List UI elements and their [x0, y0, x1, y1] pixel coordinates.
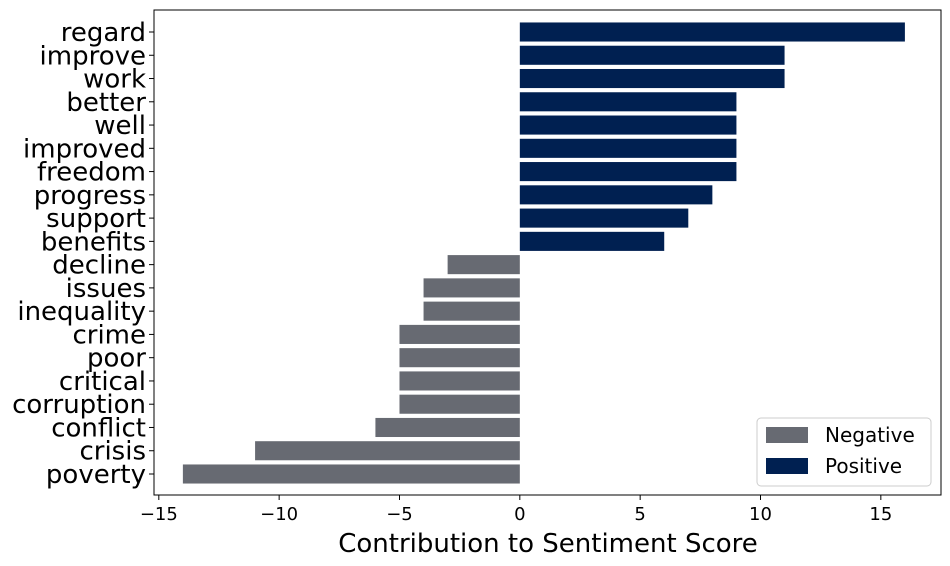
x-tick-label: −15	[140, 504, 178, 525]
legend-label-positive: Positive	[825, 454, 902, 478]
bar-issues	[423, 278, 520, 298]
bar-improved	[519, 138, 737, 158]
y-tick-label: crime	[72, 320, 146, 350]
x-ticks: −15 −10 −5 0 5 10 15	[140, 495, 892, 525]
y-tick-labels: regardimproveworkbetterwellimprovedfreed…	[12, 18, 154, 490]
y-tick-label: critical	[59, 367, 146, 397]
bar-crime	[399, 324, 520, 344]
y-tick-label: improved	[23, 134, 146, 164]
bar-conflict	[375, 417, 520, 438]
y-tick-label: decline	[52, 251, 146, 281]
y-tick-label: improve	[40, 41, 146, 71]
y-tick-label: issues	[66, 274, 146, 304]
y-tick-label: corruption	[12, 390, 146, 420]
bar-freedom	[519, 162, 737, 182]
y-tick-label: conflict	[51, 413, 146, 443]
x-tick-label: 0	[514, 504, 525, 525]
y-tick-label: better	[66, 88, 146, 118]
plot-frame	[153, 9, 942, 496]
y-tick-label: progress	[34, 181, 146, 211]
legend-swatch-negative	[766, 427, 808, 443]
bar-work	[519, 68, 785, 89]
bar-decline	[447, 255, 520, 275]
bar-poor	[399, 348, 520, 368]
bar-support	[519, 208, 689, 228]
bars-group	[182, 22, 905, 484]
y-tick-label: crisis	[79, 437, 146, 467]
bar-benefits	[519, 231, 665, 251]
bar-poverty	[182, 464, 520, 484]
y-tick-label: regard	[61, 18, 146, 48]
bar-crisis	[255, 441, 520, 461]
bar-regard	[519, 22, 905, 42]
bar-progress	[519, 185, 713, 205]
bar-inequality	[423, 301, 520, 321]
x-tick-label: −5	[386, 504, 413, 525]
x-tick-label: 5	[634, 504, 645, 525]
bar-well	[519, 115, 737, 135]
legend-swatch-positive	[766, 458, 808, 474]
bar-critical	[399, 371, 520, 391]
y-tick-label: inequality	[17, 297, 146, 327]
y-tick-label: poor	[87, 344, 146, 374]
y-tick-label: support	[46, 204, 146, 234]
bar-corruption	[399, 394, 520, 414]
y-tick-label: freedom	[37, 158, 146, 188]
y-tick-label: work	[83, 65, 146, 95]
y-tick-label: poverty	[46, 460, 146, 490]
legend: Negative Positive	[756, 417, 932, 487]
x-tick-label: 15	[869, 504, 892, 525]
legend-label-negative: Negative	[825, 423, 915, 447]
x-axis-label: Contribution to Sentiment Score	[338, 529, 758, 559]
bar-improve	[519, 45, 785, 65]
x-tick-label: −10	[260, 504, 298, 525]
x-tick-label: 10	[749, 504, 772, 525]
y-tick-label: well	[94, 111, 146, 141]
bar-better	[519, 92, 737, 112]
y-tick-label: benefits	[41, 227, 146, 257]
